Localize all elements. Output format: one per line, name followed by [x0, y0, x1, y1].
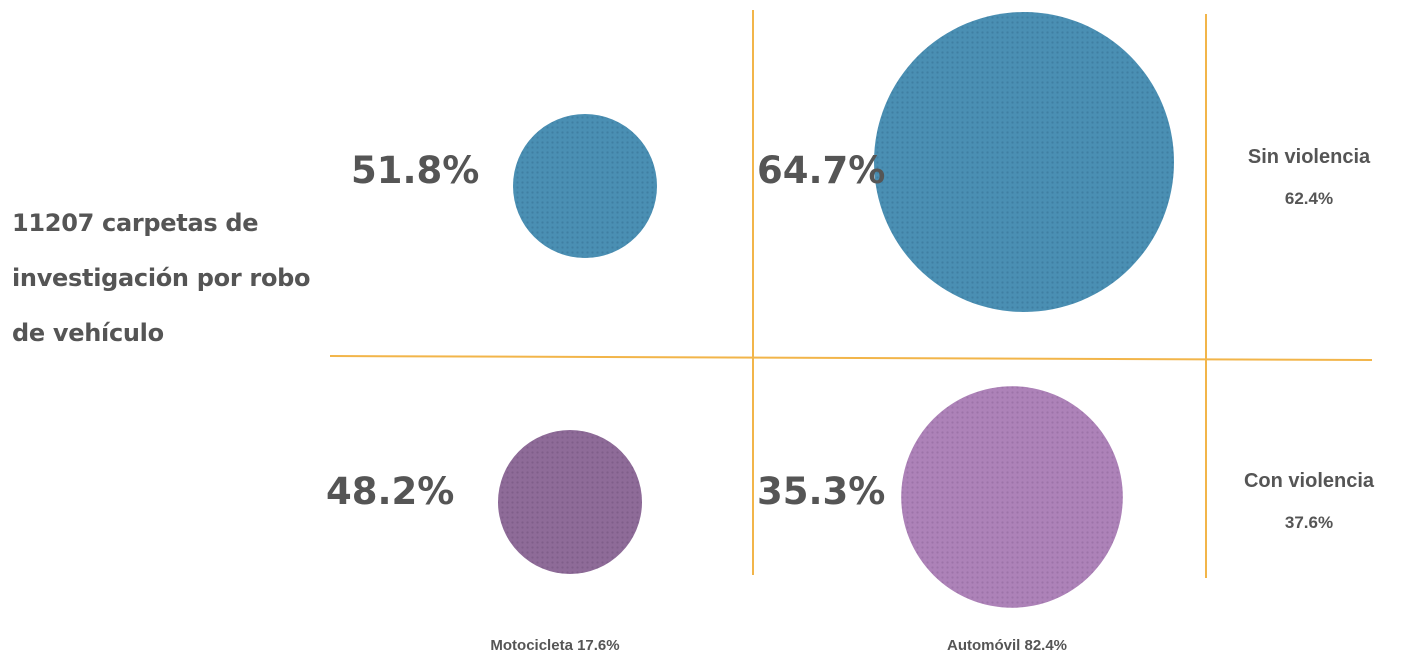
- chart-title: 11207 carpetas de investigación por robo…: [12, 196, 342, 361]
- pct-sin-violencia-motocicleta: 51.8%: [351, 149, 479, 192]
- row-label-con-violencia: Con violencia: [1244, 470, 1375, 492]
- column-label-motocicleta: Motocicleta 17.6%: [490, 637, 619, 654]
- row-value-con-violencia: 37.6%: [1285, 513, 1333, 532]
- pct-sin-violencia-automovil: 64.7%: [757, 149, 885, 192]
- title-line-3: de vehículo: [12, 319, 164, 347]
- bubble-con-violencia-motocicleta: [498, 430, 642, 574]
- bubble-sin-violencia-automovil: [874, 12, 1174, 312]
- bubble-con-violencia-automovil: [901, 386, 1123, 608]
- title-line-2: investigación por robo: [12, 264, 311, 292]
- grid-horizontal: [329, 355, 1373, 361]
- pct-con-violencia-automovil: 35.3%: [757, 470, 885, 513]
- title-line-1: 11207 carpetas de: [12, 209, 259, 237]
- bubble-sin-violencia-motocicleta: [513, 114, 657, 258]
- row-value-sin-violencia: 62.4%: [1285, 189, 1333, 208]
- column-label-automovil: Automóvil 82.4%: [947, 637, 1067, 654]
- pct-con-violencia-motocicleta: 48.2%: [326, 470, 454, 513]
- row-label-sin-violencia: Sin violencia: [1248, 146, 1371, 168]
